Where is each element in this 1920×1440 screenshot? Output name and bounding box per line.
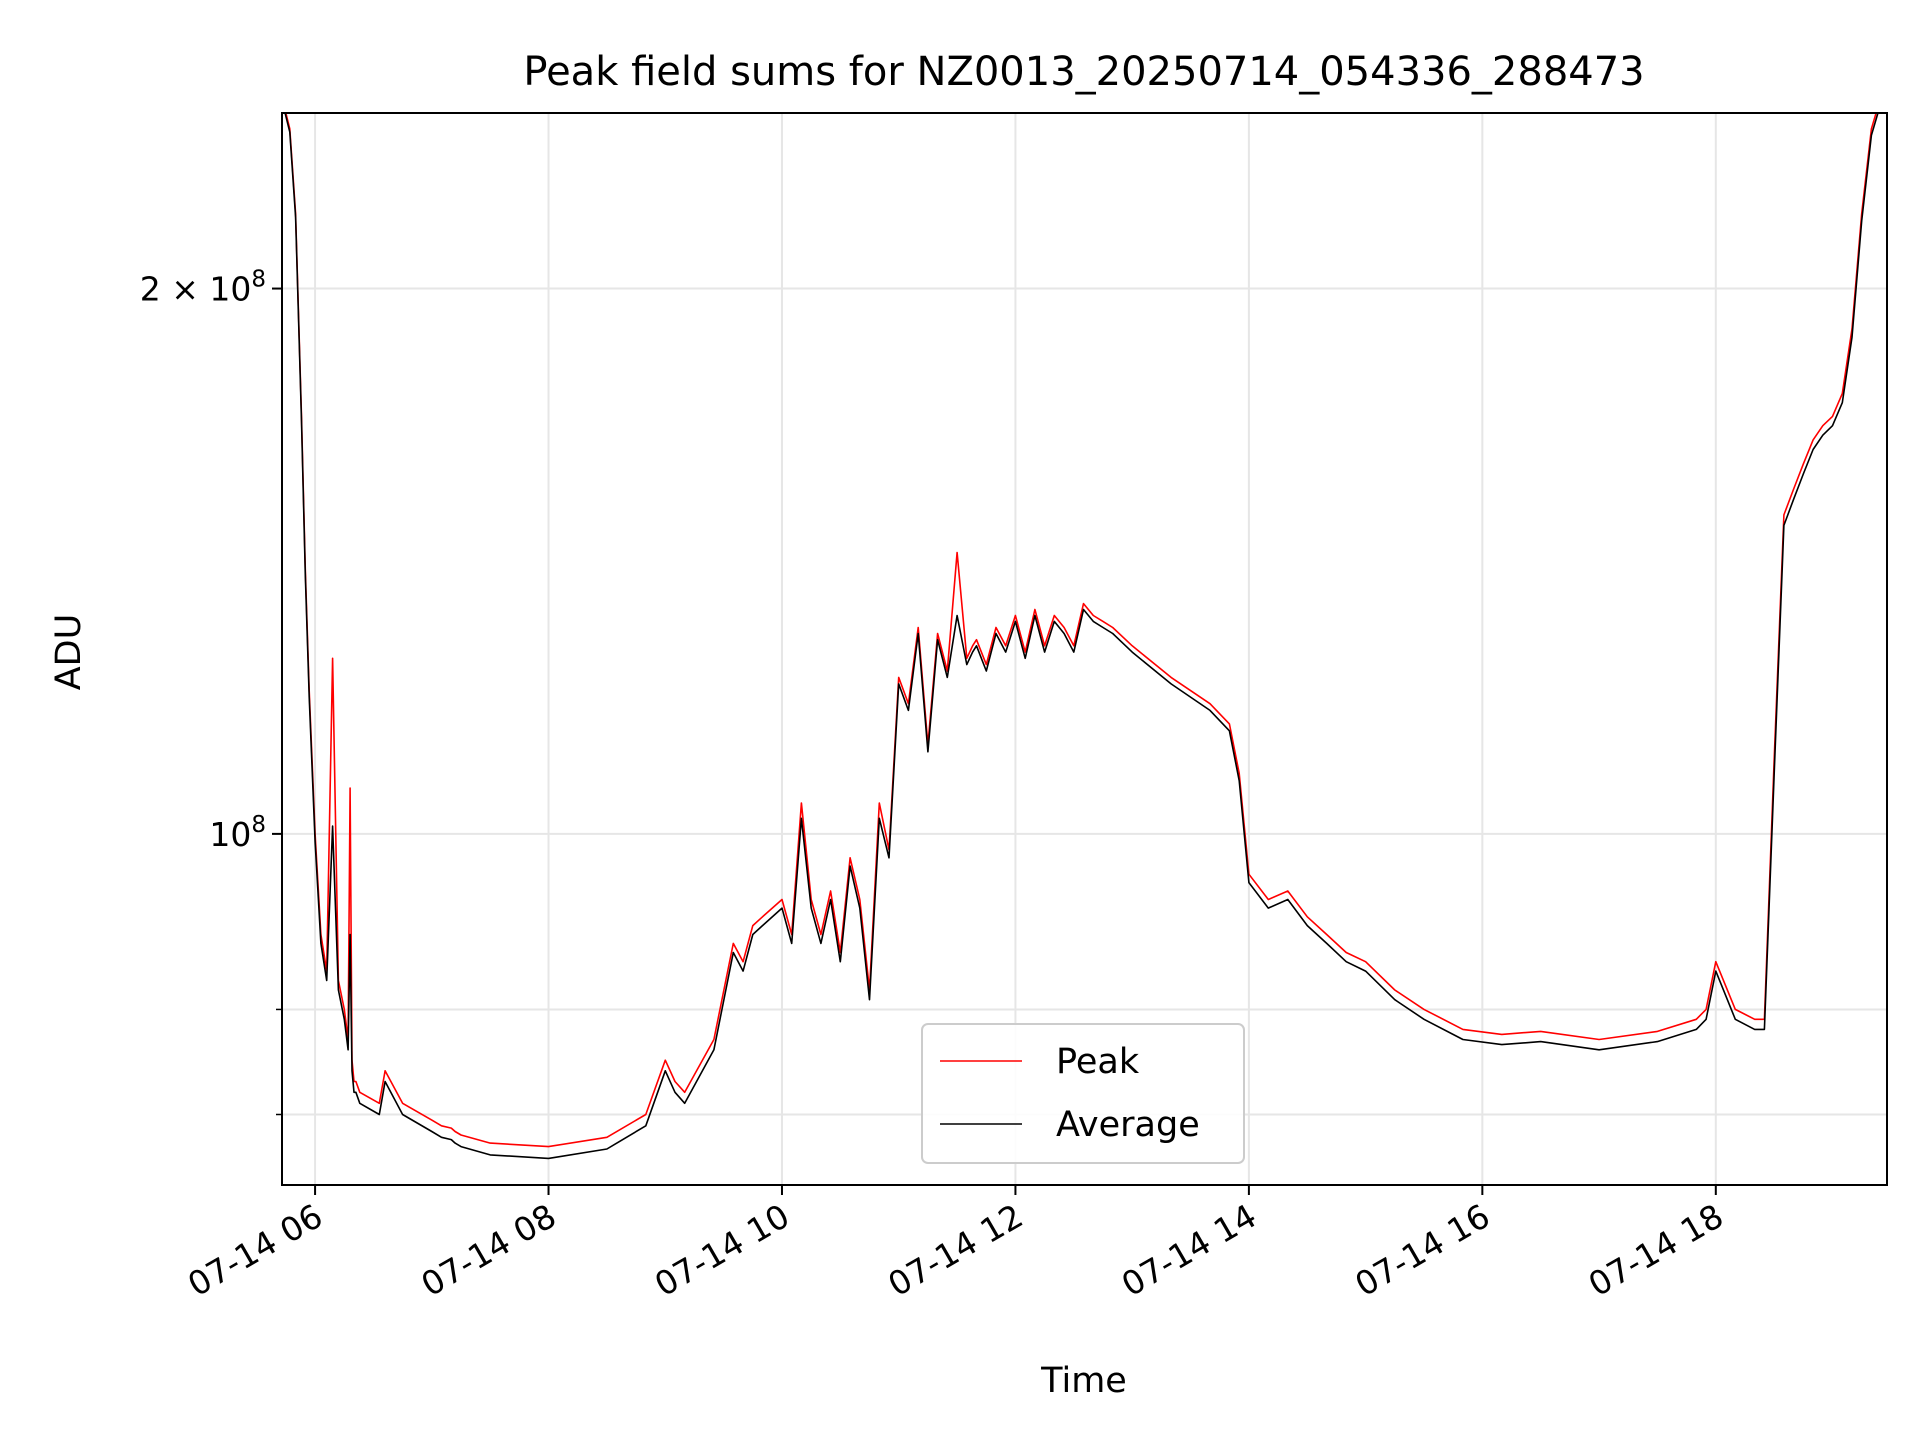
x-axis-label: Time	[1040, 1361, 1127, 1401]
series-line-peak	[285, 113, 1877, 1148]
legend-label: Peak	[1056, 1042, 1140, 1082]
series-layer	[284, 113, 1879, 1160]
series-line-average	[284, 113, 1879, 1160]
y-tick-label: 2 × 108	[140, 267, 266, 309]
plot-frame	[281, 112, 1888, 1186]
y-axis: 108 2 × 108	[140, 267, 282, 1116]
legend: Peak Average	[921, 1023, 1245, 1164]
y-tick-label: 108	[209, 812, 266, 854]
legend-box	[921, 1023, 1245, 1164]
y-axis-label: ADU	[49, 614, 89, 691]
chart-title: Peak field sums for NZ0013_20250714_0543…	[523, 49, 1644, 95]
legend-label: Average	[1056, 1105, 1200, 1145]
